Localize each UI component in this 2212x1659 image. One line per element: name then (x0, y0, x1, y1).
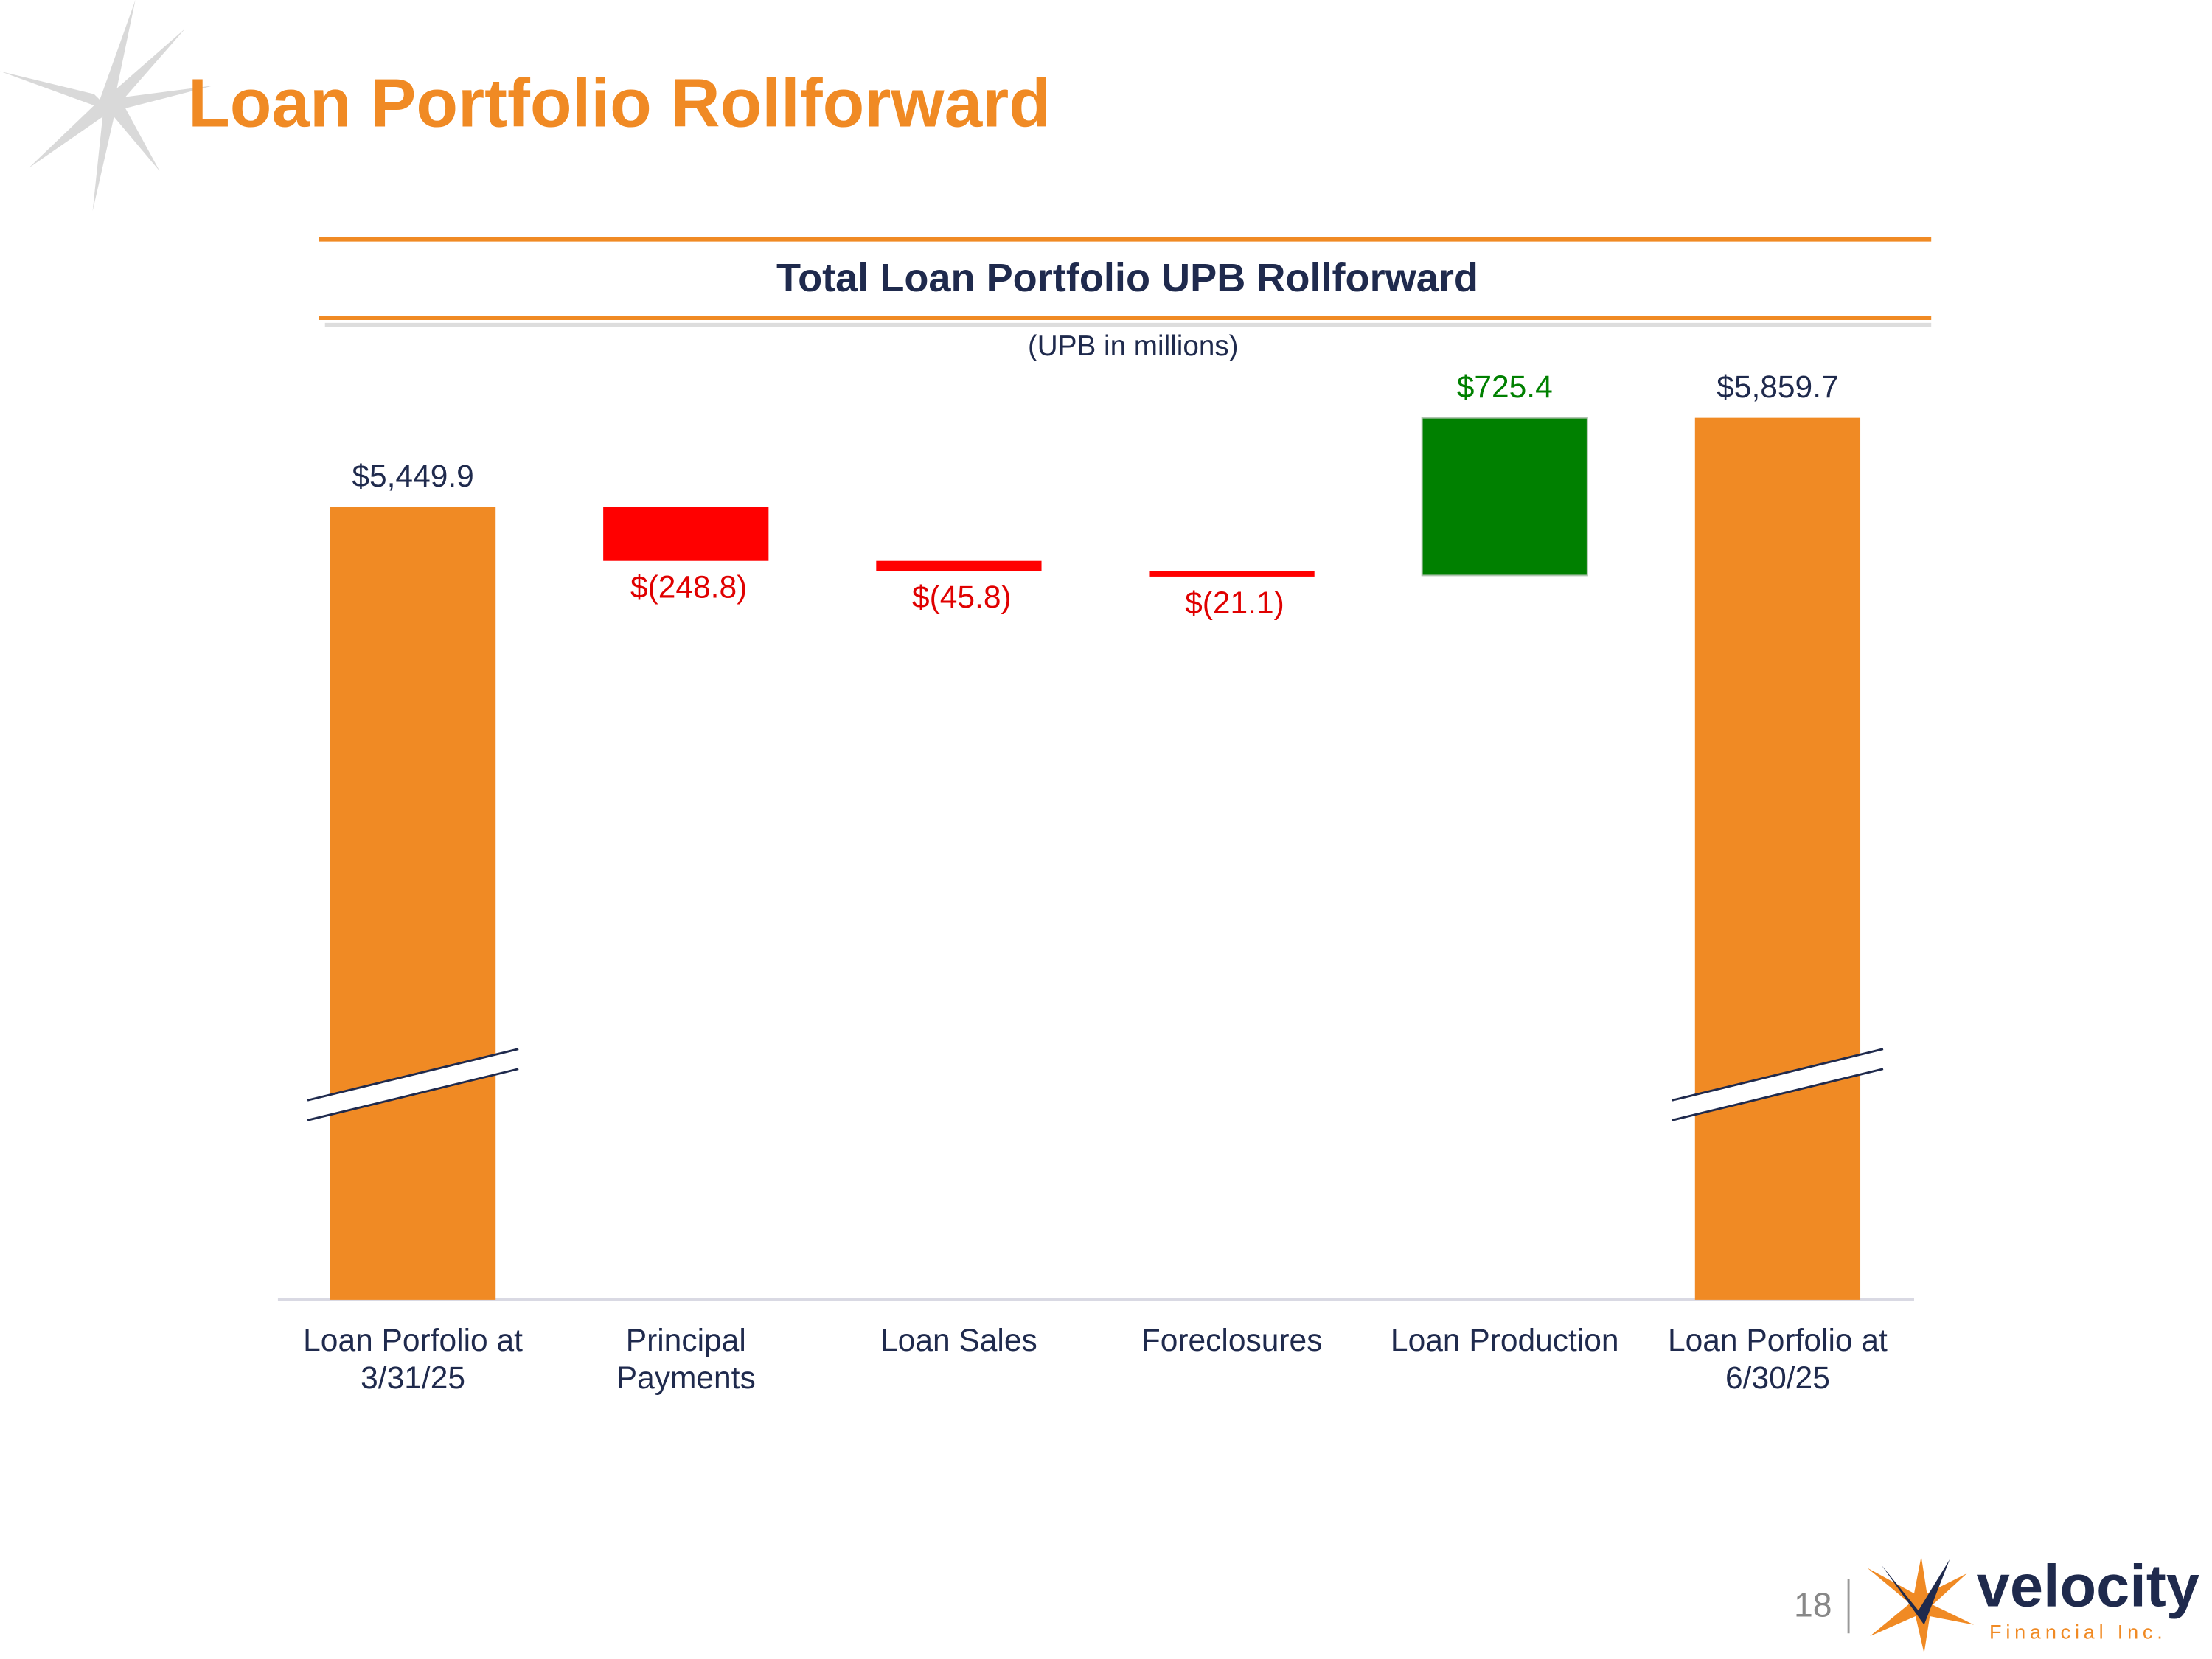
x-tick-label: Principal Payments (616, 1324, 756, 1396)
bar (603, 507, 769, 561)
axis-break-line (307, 1068, 519, 1121)
axis-break-line (307, 1048, 519, 1102)
data-label: $5,859.7 (1717, 370, 1839, 405)
chart-subtitle: (UPB in millions) (1028, 330, 1239, 362)
x-tick-label: Loan Sales (880, 1324, 1037, 1358)
data-label: $725.4 (1457, 370, 1553, 405)
bar (1149, 571, 1315, 577)
bar (330, 507, 496, 1300)
x-tick-label: Loan Production (1391, 1324, 1619, 1358)
bar (1421, 417, 1588, 577)
axis-break (1672, 1048, 1883, 1121)
x-tick-label: Foreclosures (1141, 1324, 1323, 1358)
axis-break (307, 1048, 519, 1121)
chart-title: Total Loan Portfolio UPB Rollforward (776, 256, 1478, 300)
axis-break-line (1672, 1048, 1884, 1102)
data-label: $(45.8) (912, 580, 1012, 615)
data-label: $(21.1) (1185, 586, 1284, 621)
data-label: $(248.8) (630, 571, 747, 605)
logo-star (1867, 1556, 1975, 1654)
bar (1694, 417, 1861, 1300)
data-label: $5,449.9 (352, 459, 474, 494)
x-tick-label: Loan Porfolio at 6/30/25 (1668, 1324, 1888, 1396)
page-title: Loan Portfolio Rollforward (188, 64, 1051, 141)
logo-text: velocity (1977, 1554, 2199, 1620)
page-number: 18 (1794, 1586, 1832, 1624)
x-tick-label: Loan Porfolio at 3/31/25 (303, 1324, 523, 1396)
axis-break-line (1672, 1068, 1884, 1121)
bar (876, 560, 1042, 571)
corner-star (0, 0, 214, 212)
logo-subtext: Financial Inc. (1989, 1621, 2167, 1643)
